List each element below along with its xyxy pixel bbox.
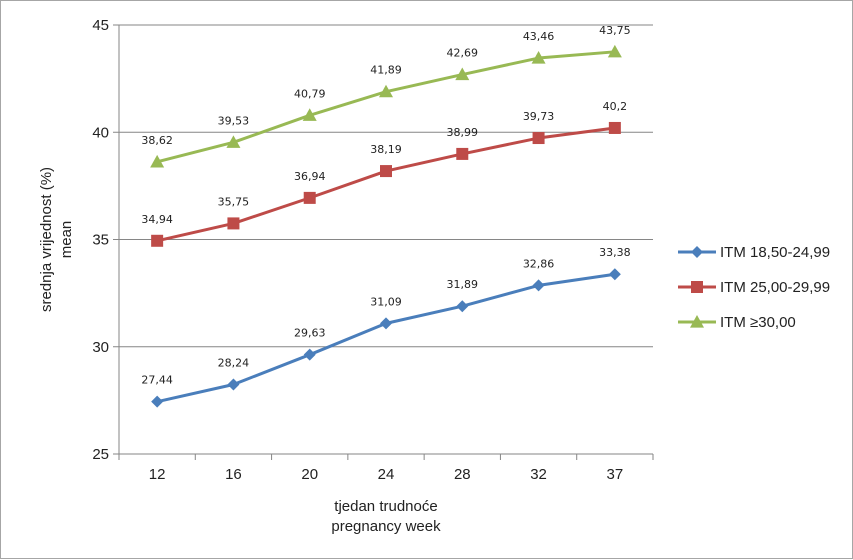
data-point — [531, 51, 546, 64]
legend-marker — [691, 281, 703, 293]
data-point — [226, 135, 241, 148]
x-tick-label: 20 — [301, 466, 318, 483]
data-label: 38,62 — [141, 134, 173, 147]
x-tick-label: 37 — [607, 466, 624, 483]
data-label: 43,46 — [523, 30, 555, 43]
legend-label: ITM ≥30,00 — [720, 314, 796, 331]
data-point — [532, 132, 545, 145]
legend-marker — [690, 315, 704, 328]
data-label: 31,09 — [370, 295, 402, 308]
data-label: 35,75 — [218, 195, 250, 208]
data-point — [380, 317, 392, 330]
x-axis-title: tjedan trudnoće pregnancy week — [331, 498, 441, 535]
data-point — [151, 234, 164, 247]
y-axis-title-line: mean — [58, 221, 75, 259]
data-point — [456, 147, 469, 160]
series-3: 38,62 39,53 40,79 41,89 42,69 43,46 43,75 — [141, 24, 631, 168]
data-label: 40,2 — [603, 100, 628, 113]
data-point — [608, 268, 621, 281]
y-axis-title-line: srednja vrijednost (%) — [38, 167, 55, 312]
y-axis-title: srednja vrijednost (%) mean — [38, 167, 75, 312]
data-label: 39,53 — [218, 114, 250, 127]
series-2: 34,94 35,75 36,94 38,19 38,99 39,73 40,2 — [141, 100, 627, 247]
legend-marker — [691, 246, 703, 258]
x-tick-label: 32 — [530, 466, 547, 483]
series-line — [156, 272, 616, 404]
data-point — [227, 217, 240, 230]
x-tick-label: 24 — [378, 466, 395, 483]
data-point — [608, 121, 621, 134]
data-label: 31,89 — [447, 278, 479, 291]
data-point — [303, 348, 316, 361]
data-point — [379, 84, 393, 98]
data-label: 38,99 — [447, 126, 479, 139]
data-point — [455, 67, 470, 81]
y-tick-label: 45 — [92, 17, 109, 34]
data-label: 40,79 — [294, 87, 326, 100]
legend-item: ITM ≥30,00 — [678, 314, 796, 331]
data-point — [150, 154, 165, 168]
data-label: 41,89 — [370, 64, 402, 77]
x-tick-label: 12 — [149, 466, 166, 483]
y-tick-label: 35 — [92, 232, 109, 249]
legend-label: ITM 18,50-24,99 — [720, 244, 830, 261]
data-point — [302, 108, 317, 121]
x-axis-title-line: pregnancy week — [331, 518, 441, 535]
y-tick-label: 25 — [92, 446, 109, 463]
data-label: 42,69 — [447, 47, 479, 60]
x-tick-label: 16 — [225, 466, 242, 483]
y-tick-label: 30 — [92, 339, 109, 356]
data-label: 28,24 — [218, 357, 250, 370]
data-label: 39,73 — [523, 110, 555, 123]
data-point — [380, 165, 392, 178]
data-label: 27,44 — [141, 374, 173, 387]
series-1: 27,44 28,24 29,63 31,09 31,89 32,86 33,38 — [141, 246, 631, 408]
data-label: 36,94 — [294, 170, 326, 183]
x-axis-title-line: tjedan trudnoće — [334, 498, 437, 515]
data-point — [151, 395, 164, 408]
legend-item: ITM 25,00-29,99 — [678, 279, 830, 296]
data-label: 34,94 — [141, 213, 173, 226]
y-tick-label: 40 — [92, 124, 109, 141]
legend-item: ITM 18,50-24,99 — [678, 244, 830, 261]
data-point — [456, 300, 469, 313]
data-label: 32,86 — [523, 257, 555, 270]
x-tick-label: 28 — [454, 466, 471, 483]
data-label: 38,19 — [370, 143, 402, 156]
data-label: 33,38 — [599, 246, 631, 259]
data-point — [227, 378, 240, 391]
data-point — [303, 191, 316, 204]
legend-label: ITM 25,00-29,99 — [720, 279, 830, 296]
data-point — [532, 279, 545, 292]
data-point — [607, 44, 622, 58]
data-label: 43,75 — [599, 24, 631, 37]
data-label: 29,63 — [294, 327, 326, 340]
